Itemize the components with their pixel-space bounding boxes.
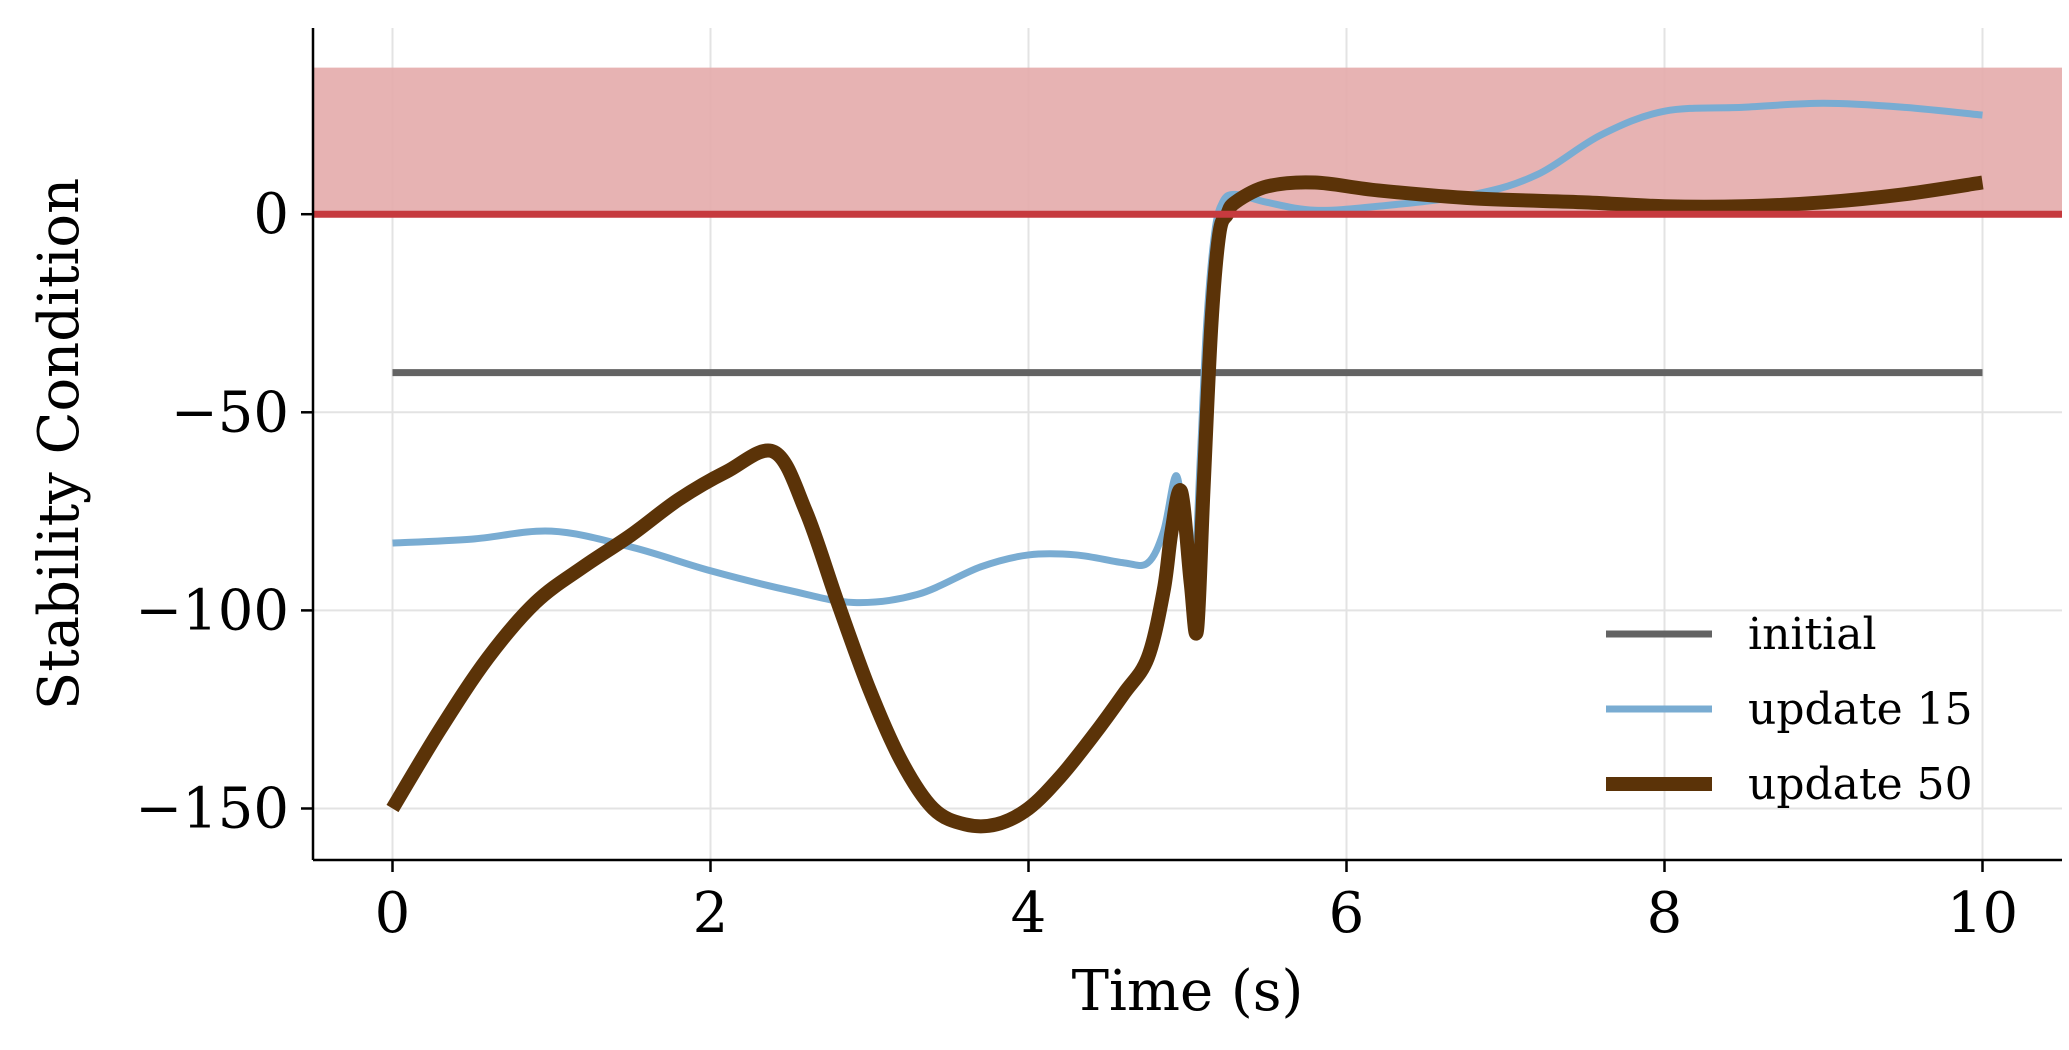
series-group <box>386 99 1984 834</box>
unstable-region-band <box>313 67 2062 215</box>
x-tick-label: 10 <box>1947 881 2018 946</box>
y-tick-label: −100 <box>135 578 289 643</box>
series-line-update-50 <box>386 175 1984 834</box>
x-tick-label: 6 <box>1329 881 1365 946</box>
x-tick-label: 0 <box>375 881 411 946</box>
y-tick-label: 0 <box>253 182 289 247</box>
legend: initial update 15 update 50 <box>1606 609 1973 810</box>
x-ticks: 0 2 4 6 8 10 <box>375 860 2018 946</box>
legend-label-update-50: update 50 <box>1748 759 1973 810</box>
x-tick-label: 8 <box>1647 881 1683 946</box>
y-tick-label: −50 <box>171 380 289 445</box>
y-axis-label: Stability Condition <box>27 178 92 710</box>
axes <box>311 28 2062 862</box>
legend-label-initial: initial <box>1748 609 1877 660</box>
x-axis-label: Time (s) <box>1072 959 1304 1024</box>
x-tick-label: 4 <box>1011 881 1047 946</box>
legend-label-update-15: update 15 <box>1748 684 1973 735</box>
y-ticks: −150 −100 −50 0 <box>135 182 313 841</box>
y-tick-label: −150 <box>135 776 289 841</box>
x-tick-label: 2 <box>693 881 729 946</box>
